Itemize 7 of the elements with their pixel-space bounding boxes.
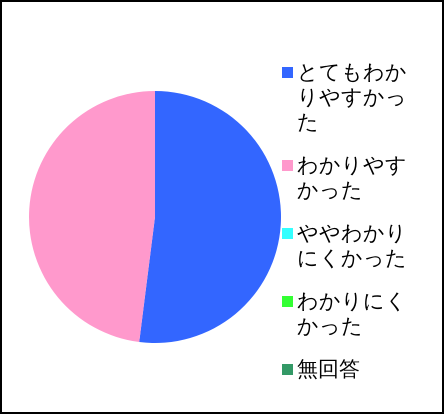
legend-label: わかりにくかった xyxy=(297,289,408,339)
legend-label: わかりやすかった xyxy=(297,153,408,203)
pie-slice xyxy=(29,91,155,342)
legend-label: 無回答 xyxy=(297,357,360,382)
pie-slice xyxy=(139,91,281,343)
legend-label: ややわかりにくかった xyxy=(297,221,408,271)
legend-label: とてもわかりやすかった xyxy=(297,60,408,135)
